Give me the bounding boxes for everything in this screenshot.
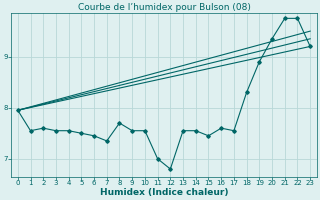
X-axis label: Humidex (Indice chaleur): Humidex (Indice chaleur) [100,188,228,197]
Title: Courbe de l’humidex pour Bulson (08): Courbe de l’humidex pour Bulson (08) [77,3,251,12]
